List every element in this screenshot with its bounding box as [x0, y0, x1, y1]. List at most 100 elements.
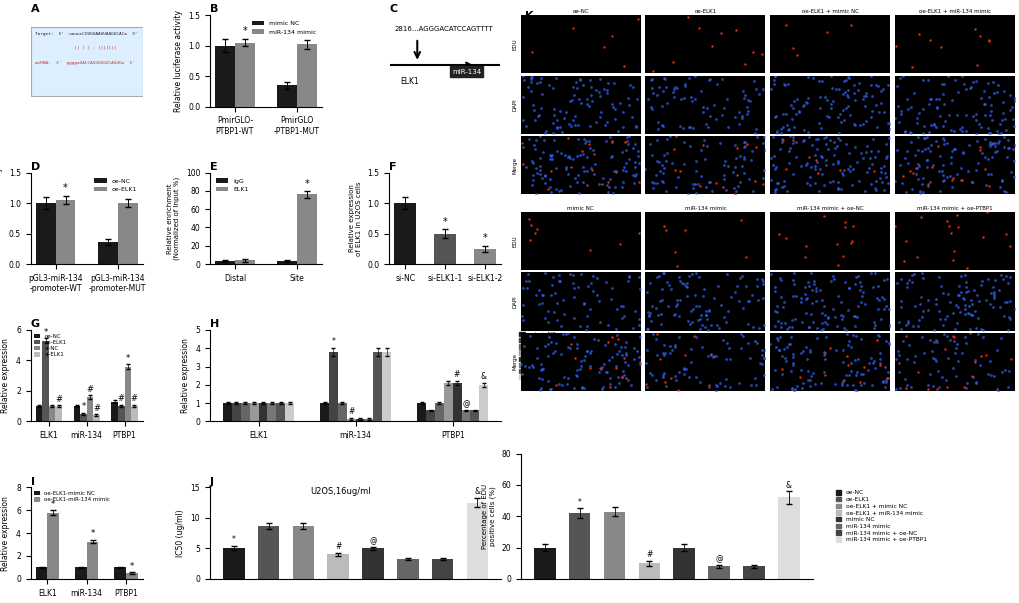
- Point: [796, 135, 812, 145]
- Point: [713, 74, 730, 84]
- Point: [649, 124, 665, 133]
- Point: [910, 162, 926, 171]
- Point: [762, 175, 779, 185]
- Point: [818, 320, 835, 329]
- Point: [619, 133, 635, 142]
- Point: [527, 144, 543, 154]
- Point: [911, 188, 927, 197]
- Point: [698, 314, 714, 324]
- Point: [762, 269, 779, 279]
- Point: [934, 288, 951, 298]
- Point: [645, 89, 661, 98]
- Point: [542, 154, 558, 163]
- Point: [987, 385, 1004, 394]
- Point: [816, 155, 833, 165]
- Point: [524, 159, 540, 168]
- Point: [716, 382, 733, 391]
- Point: [603, 31, 620, 40]
- Point: [914, 273, 930, 283]
- Point: [705, 351, 721, 361]
- Point: [946, 144, 962, 154]
- Point: [540, 184, 556, 194]
- Point: [811, 325, 827, 335]
- Point: [858, 142, 874, 151]
- Point: [902, 103, 918, 112]
- Point: [979, 169, 996, 179]
- Point: [931, 151, 948, 160]
- Point: [514, 370, 530, 379]
- Point: [828, 158, 845, 168]
- Point: [666, 309, 683, 319]
- Point: [999, 297, 1015, 307]
- Point: [830, 135, 847, 145]
- Point: [873, 177, 890, 186]
- Point: [686, 290, 702, 300]
- Point: [681, 372, 697, 382]
- Point: [684, 123, 700, 133]
- Point: [838, 330, 854, 339]
- Point: [912, 292, 928, 302]
- Point: [601, 382, 618, 392]
- Point: [776, 353, 793, 363]
- Point: [628, 122, 644, 131]
- Point: [541, 182, 557, 191]
- Point: [529, 353, 545, 363]
- Point: [897, 320, 913, 329]
- Point: [678, 282, 694, 291]
- Point: [661, 131, 678, 141]
- Point: [812, 151, 828, 161]
- Point: [572, 150, 588, 159]
- Point: [515, 71, 531, 81]
- Point: [892, 109, 908, 119]
- Point: [923, 160, 940, 169]
- Point: [851, 285, 867, 295]
- Point: [653, 295, 669, 305]
- Point: [829, 113, 846, 122]
- Point: [729, 169, 745, 179]
- Point: [870, 295, 887, 305]
- Point: [823, 96, 840, 106]
- Point: [1001, 105, 1017, 115]
- Point: [577, 138, 593, 148]
- Point: [1002, 241, 1018, 251]
- Point: [627, 157, 643, 167]
- Point: [907, 169, 923, 178]
- Point: [598, 180, 614, 190]
- Point: [744, 186, 760, 195]
- Point: [905, 357, 921, 367]
- Bar: [673, 548, 694, 579]
- Point: [642, 316, 658, 326]
- Point: [797, 294, 813, 303]
- Point: [826, 380, 843, 390]
- Point: [842, 342, 858, 352]
- Point: [745, 77, 761, 86]
- Point: [953, 175, 969, 185]
- Point: [667, 260, 684, 270]
- Point: [528, 189, 544, 199]
- Point: [581, 361, 597, 371]
- Bar: [362, 548, 383, 579]
- Title: miR-134 mimic + oe-NC: miR-134 mimic + oe-NC: [796, 206, 863, 211]
- Text: F: F: [389, 162, 396, 172]
- Point: [565, 23, 581, 33]
- Point: [710, 323, 727, 333]
- Point: [890, 101, 906, 110]
- Point: [700, 380, 716, 390]
- Point: [833, 184, 849, 194]
- Point: [564, 95, 580, 105]
- Point: [996, 132, 1012, 142]
- Point: [790, 107, 806, 117]
- Point: [835, 376, 851, 385]
- Point: [630, 146, 646, 156]
- Point: [877, 274, 894, 283]
- Point: [816, 317, 833, 327]
- Point: [794, 136, 810, 146]
- Point: [739, 319, 755, 329]
- Point: [571, 188, 587, 198]
- Point: [726, 112, 742, 122]
- Point: [953, 348, 969, 358]
- Point: [691, 315, 707, 324]
- Point: [933, 79, 950, 89]
- Point: [688, 156, 704, 166]
- Point: [813, 308, 829, 318]
